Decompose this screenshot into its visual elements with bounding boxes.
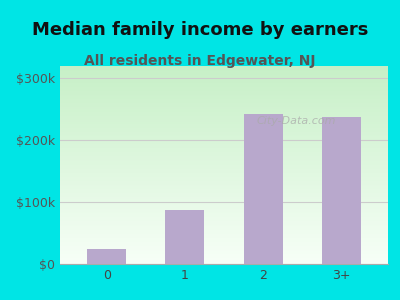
Bar — [87, 248, 126, 264]
Bar — [322, 117, 361, 264]
Bar — [244, 114, 282, 264]
Text: Median family income by earners: Median family income by earners — [32, 21, 368, 39]
Bar — [166, 209, 204, 264]
Text: City-Data.com: City-Data.com — [256, 116, 336, 126]
Text: All residents in Edgewater, NJ: All residents in Edgewater, NJ — [84, 54, 316, 68]
